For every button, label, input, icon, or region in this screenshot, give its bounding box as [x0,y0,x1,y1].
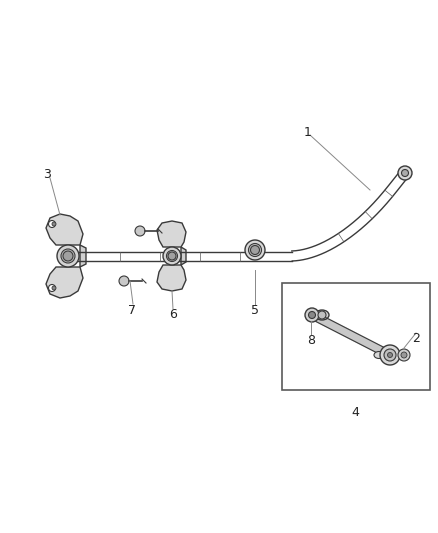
Text: 3: 3 [43,168,51,182]
Polygon shape [80,245,86,267]
Circle shape [49,221,56,228]
Text: 5: 5 [251,304,259,318]
Circle shape [388,352,392,358]
Ellipse shape [57,245,79,267]
Ellipse shape [374,351,384,359]
Ellipse shape [163,247,181,265]
Ellipse shape [61,249,75,263]
Text: 4: 4 [351,407,359,419]
Polygon shape [181,247,186,265]
Circle shape [380,345,400,365]
Circle shape [119,276,129,286]
Circle shape [251,246,259,254]
Circle shape [398,349,410,361]
Polygon shape [46,214,83,245]
Ellipse shape [166,251,177,262]
Circle shape [401,352,407,358]
Circle shape [402,169,409,176]
Polygon shape [46,267,83,298]
Polygon shape [310,311,392,359]
Polygon shape [157,265,186,291]
Circle shape [398,166,412,180]
Bar [282,283,430,390]
Circle shape [318,311,326,319]
Circle shape [135,226,145,236]
Text: 8: 8 [307,334,315,346]
Circle shape [63,251,73,261]
Ellipse shape [245,240,265,260]
Circle shape [308,311,315,319]
Text: 1: 1 [304,126,312,140]
Text: 7: 7 [128,304,136,318]
Polygon shape [157,221,186,247]
Text: 6: 6 [169,309,177,321]
Circle shape [52,286,56,290]
Circle shape [52,222,56,226]
Circle shape [305,308,319,322]
Circle shape [168,252,176,260]
Circle shape [49,285,56,292]
Text: 2: 2 [412,332,420,344]
Ellipse shape [248,244,261,256]
Circle shape [384,349,396,361]
Ellipse shape [315,310,329,320]
